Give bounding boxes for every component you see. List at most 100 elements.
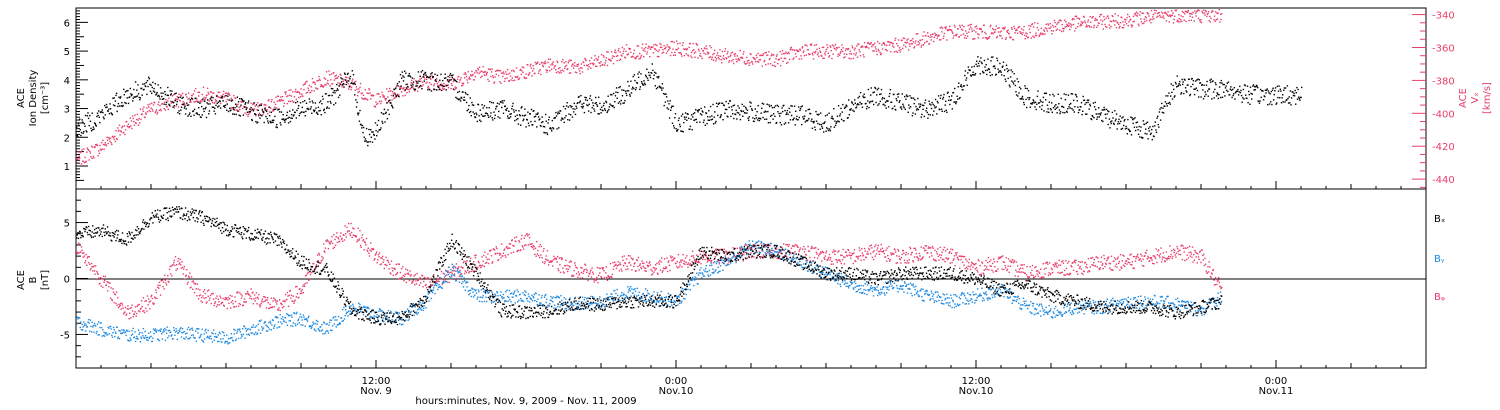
density-point: [1018, 92, 1020, 94]
density-point: [1056, 112, 1058, 114]
density-point: [601, 106, 603, 108]
velocity-point: [691, 56, 693, 59]
bz-point: [219, 295, 221, 297]
velocity-point: [824, 54, 827, 56]
bz-point: [308, 279, 310, 281]
velocity-point: [625, 50, 627, 52]
density-point: [1245, 94, 1247, 96]
velocity-point: [1146, 11, 1148, 14]
density-point: [501, 106, 503, 109]
bz-point: [500, 243, 503, 245]
velocity-point: [512, 69, 515, 71]
bz-point: [279, 309, 281, 312]
velocity-point: [1147, 12, 1150, 15]
density-point: [873, 103, 875, 106]
density-point: [1128, 129, 1130, 131]
density-point: [98, 110, 100, 112]
density-point: [242, 100, 244, 102]
velocity-point: [974, 26, 976, 28]
velocity-point: [473, 79, 475, 81]
density-point: [1149, 126, 1151, 128]
density-point: [385, 111, 387, 114]
density-point: [779, 115, 781, 117]
density-point: [925, 110, 927, 112]
bz-point: [559, 264, 561, 266]
density-point: [176, 103, 178, 106]
density-point: [460, 96, 462, 99]
density-point: [105, 103, 108, 106]
density-point: [370, 129, 372, 131]
velocity-point: [216, 94, 218, 96]
density-point: [1072, 109, 1074, 111]
density-point: [1048, 111, 1050, 113]
density-point: [558, 112, 561, 114]
density-point: [509, 116, 512, 118]
density-point: [196, 112, 198, 114]
bz-point: [492, 261, 494, 263]
density-point: [784, 122, 787, 124]
velocity-point: [112, 136, 115, 139]
density-point: [1055, 104, 1057, 106]
density-point: [974, 74, 976, 76]
velocity-point: [1117, 15, 1119, 17]
density-point: [1119, 115, 1121, 117]
velocity-point: [1209, 21, 1212, 23]
bz-point: [294, 299, 296, 301]
density-point: [332, 88, 334, 90]
density-point: [114, 105, 116, 107]
density-point: [198, 107, 200, 109]
bz-point: [527, 244, 530, 246]
density-point: [871, 100, 874, 102]
velocity-point: [147, 104, 149, 106]
velocity-point: [731, 51, 734, 54]
velocity-point: [621, 55, 623, 57]
density-point: [1187, 84, 1189, 86]
velocity-point: [1074, 30, 1076, 32]
bz-point: [603, 276, 606, 279]
density-point: [1301, 86, 1303, 89]
velocity-point: [396, 93, 399, 95]
density-point: [456, 97, 458, 100]
density-point: [1289, 102, 1291, 104]
velocity-point: [822, 57, 824, 60]
density-point: [760, 112, 762, 114]
velocity-point: [852, 47, 854, 49]
velocity-point: [551, 62, 553, 64]
velocity-point: [245, 106, 247, 108]
density-point: [1024, 85, 1026, 87]
bz-point: [405, 268, 407, 270]
density-point: [138, 96, 140, 99]
density-point: [483, 115, 485, 117]
density-point: [470, 110, 472, 113]
velocity-point: [256, 109, 258, 111]
velocity-point: [826, 44, 828, 46]
density-point: [1300, 96, 1302, 99]
velocity-point: [595, 57, 597, 60]
density-point: [883, 97, 886, 100]
density-point: [612, 92, 615, 95]
velocity-point: [886, 50, 888, 52]
velocity-point: [222, 93, 224, 96]
velocity-point: [310, 86, 312, 88]
density-point: [852, 109, 854, 112]
velocity-point: [913, 46, 916, 48]
density-point: [791, 105, 793, 107]
density-point: [1045, 99, 1047, 101]
density-point: [434, 73, 436, 75]
velocity-point: [911, 43, 913, 45]
density-point: [826, 127, 828, 129]
velocity-point: [249, 112, 251, 114]
velocity-point: [902, 37, 904, 39]
density-point: [923, 104, 925, 107]
velocity-point: [383, 96, 386, 98]
bz-point: [135, 315, 137, 317]
bz-point: [383, 267, 386, 270]
density-point: [320, 114, 322, 116]
bz-point: [289, 290, 291, 292]
velocity-point: [862, 54, 865, 56]
bz-point: [406, 269, 409, 271]
bz-point: [199, 294, 202, 296]
velocity-point: [792, 58, 794, 60]
density-point: [911, 97, 913, 99]
